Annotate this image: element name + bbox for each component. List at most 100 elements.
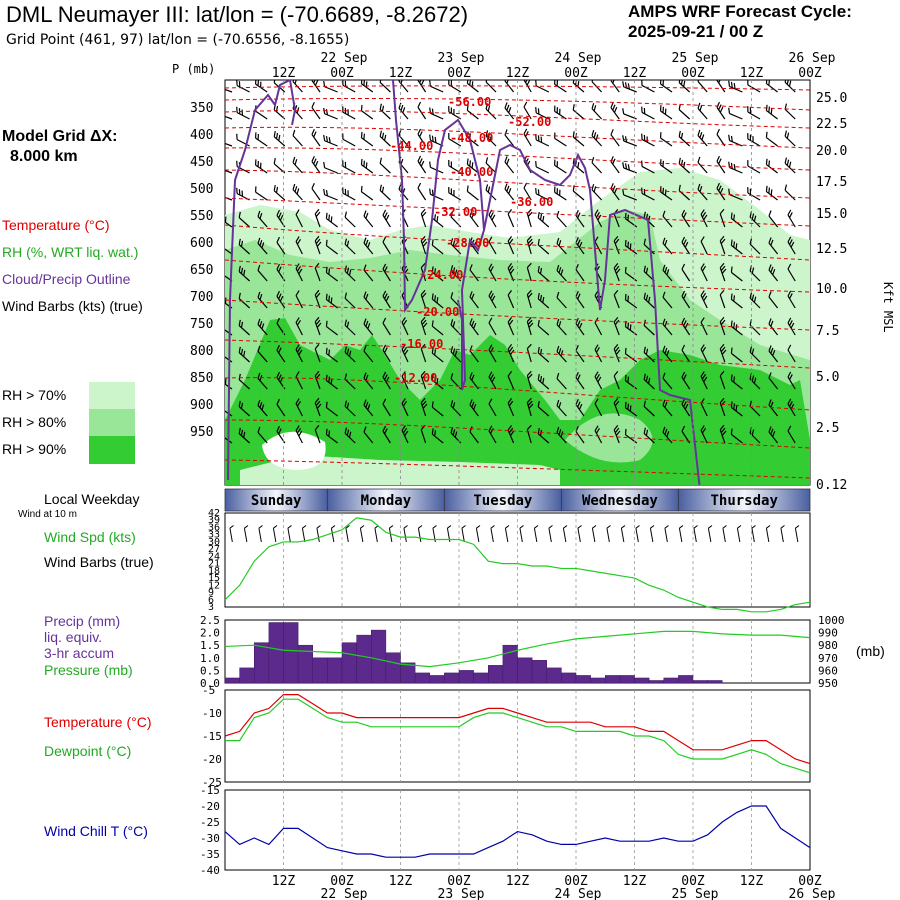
precip-accum-label: 3-hr accum <box>44 645 115 661</box>
wind-barb <box>507 371 515 390</box>
isotherm-label-52: -52.00 <box>508 115 551 129</box>
legend-rh90-swatch <box>89 436 135 464</box>
wind-tick-label: 39 <box>208 515 220 526</box>
wind-barb <box>749 346 761 363</box>
wind-barb <box>360 131 374 147</box>
wind-barb <box>485 80 497 93</box>
wind-barb <box>556 264 567 282</box>
precip-bar <box>341 642 357 684</box>
wind-barb <box>662 345 673 363</box>
wind-barb <box>613 316 620 336</box>
wind-barb <box>678 157 691 174</box>
wind-barb <box>382 425 391 444</box>
wind-barb <box>613 262 621 282</box>
wind-barb <box>768 399 779 417</box>
wind-barb <box>363 372 374 390</box>
wind-barb <box>485 157 497 174</box>
wind-barb <box>594 371 603 390</box>
wind-barb <box>363 426 374 444</box>
wind-barb <box>488 236 497 255</box>
surface-wind-barb <box>751 525 756 543</box>
wind-tick-label: 18 <box>208 566 220 577</box>
wind-barb <box>787 398 796 417</box>
wind-barb <box>466 104 479 120</box>
wind-barb <box>662 210 673 228</box>
wind-barb <box>728 188 743 201</box>
wind-barb <box>787 425 796 444</box>
wind-barb <box>610 102 620 120</box>
wind-chill-y-axis: -15 -20 -25 -30 -35 -40 <box>200 784 220 877</box>
wind-barb <box>469 291 479 309</box>
wind-barb <box>624 266 638 282</box>
wind-barb <box>768 372 779 390</box>
wind-barb <box>622 189 638 201</box>
wind-barb <box>276 398 286 417</box>
precip-tick-label: 0.0 <box>200 677 220 690</box>
wind-barb <box>526 343 532 363</box>
wind-barb <box>295 344 303 363</box>
date-tick-label: 26 Sep <box>789 887 836 900</box>
dewpoint-line <box>225 698 811 774</box>
wind-barb <box>728 134 743 147</box>
wind-barb <box>659 105 673 120</box>
wind-barb <box>431 401 444 417</box>
wind-tick-label: 27 <box>208 544 220 555</box>
wind-barb <box>641 106 655 120</box>
wind-barb <box>747 106 761 120</box>
precip-tick-label: 2.5 <box>200 614 220 627</box>
wind-barb <box>523 101 532 120</box>
wind-barb <box>537 265 550 282</box>
time-tick-label: 00Z <box>681 66 705 81</box>
wind-barb <box>526 289 533 309</box>
wind-barb <box>526 235 534 255</box>
precip-bar <box>254 642 270 684</box>
wind-barb <box>768 426 779 444</box>
wind-barb <box>344 400 356 417</box>
wind-barb <box>719 316 726 336</box>
wind-barb <box>700 344 708 363</box>
time-tick-label: 12Z <box>272 66 296 81</box>
temperature-tick-label: -15 <box>202 730 222 743</box>
wind-barb <box>594 398 603 417</box>
wind-barb <box>624 293 638 309</box>
wind-barb <box>716 182 726 201</box>
temperature-isotherms <box>225 85 810 479</box>
wind-barb <box>323 80 338 93</box>
wind-speed-label: Wind Spd (kts) <box>44 529 136 545</box>
temperature-line <box>224 693 811 765</box>
time-tick-label: 00Z <box>330 66 354 81</box>
wind-barb <box>787 344 796 363</box>
height-tick-label: 25.0 <box>816 91 847 106</box>
temperature-label: Temperature (°C) <box>44 714 152 730</box>
surface-wind-barb <box>606 525 611 543</box>
height-tick-label: 0.12 <box>816 478 847 493</box>
precip-bar <box>546 667 562 684</box>
wind-barb <box>225 137 233 147</box>
wind-barb <box>591 156 603 174</box>
wind-barb <box>295 263 303 282</box>
precip-bars <box>224 622 723 684</box>
time-tick-label: 00Z <box>798 874 822 889</box>
wind-barb <box>401 344 409 363</box>
wind-barb <box>719 424 727 444</box>
surface-wind-barb <box>548 525 553 543</box>
wind-barb <box>401 371 409 390</box>
height-tick-label: 2.5 <box>816 421 839 436</box>
wind-tick-label: 36 <box>208 522 220 533</box>
wind-barb <box>575 398 585 417</box>
wind-barb <box>768 318 779 336</box>
time-tick-label: 12Z <box>389 874 413 889</box>
precip-bar <box>531 660 547 684</box>
wind-barb <box>363 399 374 417</box>
legend-rh70-swatch <box>89 382 135 409</box>
wind-barb <box>225 167 233 174</box>
wind-barb <box>469 210 479 228</box>
wind-barb <box>295 317 303 336</box>
surface-wind-barb <box>780 525 785 543</box>
wind-barb <box>659 159 673 174</box>
wind-barb <box>488 317 497 336</box>
wind-chill-tick-label: -35 <box>200 848 220 861</box>
wind-chill-tick-label: -20 <box>200 800 220 813</box>
surface-wind-barb <box>461 525 466 543</box>
